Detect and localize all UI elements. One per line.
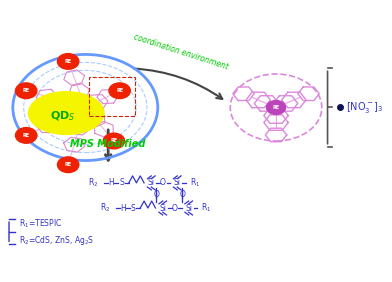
Text: R$_2$: R$_2$: [100, 202, 110, 214]
Text: R$_1$: R$_1$: [190, 177, 200, 189]
Text: MPS Modified: MPS Modified: [70, 139, 145, 149]
Circle shape: [58, 54, 79, 69]
Text: RE: RE: [23, 88, 30, 93]
Circle shape: [103, 133, 125, 149]
Text: RE: RE: [65, 162, 72, 167]
Text: S: S: [131, 204, 135, 213]
Ellipse shape: [29, 92, 104, 135]
Text: [NO$_3^-$]$_3$: [NO$_3^-$]$_3$: [346, 100, 383, 115]
Text: O: O: [160, 179, 166, 187]
Text: O: O: [171, 204, 177, 213]
Text: RE: RE: [111, 138, 118, 144]
Text: RE: RE: [116, 88, 123, 93]
Text: RE: RE: [65, 59, 72, 64]
Text: R$_1$: R$_1$: [201, 202, 212, 214]
Text: RE: RE: [23, 133, 30, 138]
Text: QD$_S$: QD$_S$: [50, 109, 75, 123]
Circle shape: [267, 100, 286, 114]
Text: Si: Si: [185, 204, 192, 213]
Text: Si: Si: [174, 179, 181, 187]
Circle shape: [16, 127, 37, 143]
Text: H: H: [120, 204, 125, 213]
Circle shape: [16, 83, 37, 98]
Text: R$_2$=CdS, ZnS, Ag$_2$S: R$_2$=CdS, ZnS, Ag$_2$S: [18, 233, 94, 247]
Text: O: O: [179, 190, 185, 199]
Circle shape: [58, 157, 79, 173]
Text: O: O: [153, 190, 159, 199]
Text: H: H: [108, 179, 114, 187]
Text: coordination environment: coordination environment: [132, 32, 229, 71]
Text: Si: Si: [159, 204, 166, 213]
Text: Si: Si: [148, 179, 155, 187]
Text: S: S: [119, 179, 124, 187]
Text: R$_1$=TESPIC: R$_1$=TESPIC: [18, 217, 62, 230]
Circle shape: [109, 83, 130, 98]
Text: R$_2$: R$_2$: [88, 177, 99, 189]
Text: RE: RE: [272, 105, 279, 110]
